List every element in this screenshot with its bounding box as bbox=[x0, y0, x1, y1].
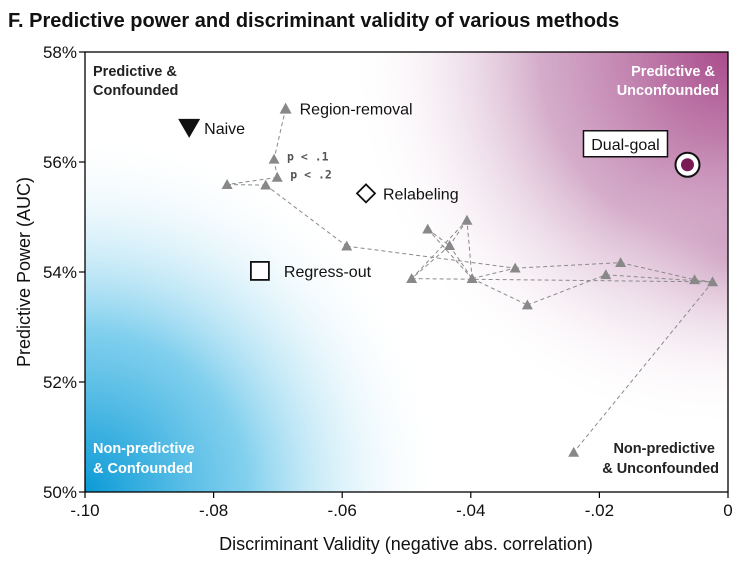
sweep-point-triangle bbox=[444, 240, 456, 250]
quadrant-label-top-left: Predictive & Confounded bbox=[93, 64, 181, 99]
sweep-dashed-line bbox=[449, 220, 468, 246]
sweep-dashed-line bbox=[346, 245, 516, 269]
sweep-dashed-line bbox=[466, 220, 473, 279]
sweep-point-triangle bbox=[406, 273, 418, 283]
y-tick-label: 58% bbox=[43, 43, 77, 62]
sweep-point-triangle bbox=[268, 153, 280, 164]
method-markers: Naive Region-removal Relabeling Regress-out… bbox=[178, 102, 701, 281]
plot-background bbox=[85, 52, 728, 492]
x-axis-label: Discriminant Validity (negative abs. cor… bbox=[219, 534, 593, 554]
region-removal-marker bbox=[279, 102, 292, 114]
sweep-point-triangle bbox=[422, 223, 434, 234]
relabeling-marker bbox=[355, 183, 377, 204]
naive-marker bbox=[178, 118, 201, 138]
sweep-point-triangle bbox=[221, 179, 233, 189]
sweep-point-triangle bbox=[466, 273, 478, 283]
x-tick-label: -.06 bbox=[328, 501, 357, 520]
sweep-dashed-line bbox=[605, 274, 713, 283]
sweep-point-triangle bbox=[509, 262, 521, 273]
y-tick-label: 56% bbox=[43, 153, 77, 172]
sweep-dashed-line bbox=[471, 267, 516, 280]
dual-goal-marker bbox=[680, 158, 694, 172]
dual-goal-label-box bbox=[582, 130, 669, 158]
x-tick-label: 0 bbox=[723, 501, 732, 520]
sweep-dashed-line bbox=[573, 281, 713, 453]
y-tick-label: 52% bbox=[43, 373, 77, 392]
chart-title: F. Predictive power and discriminant val… bbox=[8, 10, 619, 32]
x-tick-label: -.02 bbox=[585, 501, 614, 520]
sweep-point-triangle bbox=[707, 276, 719, 287]
sweep-point-triangle bbox=[615, 257, 627, 268]
quadrant-label-bottom-right: Non-predictive & Unconfounded bbox=[602, 441, 719, 477]
sweep-dashed-line bbox=[227, 176, 278, 186]
threshold-annotation: p < .1 bbox=[287, 149, 329, 163]
sweep-dashed-line bbox=[620, 262, 695, 281]
x-tick-label: -.10 bbox=[70, 501, 99, 520]
sweep-point-triangle bbox=[600, 269, 612, 280]
sweep-point-triangle bbox=[461, 214, 473, 225]
sweep-point-triangle bbox=[689, 274, 701, 285]
method-label: Relabeling bbox=[383, 186, 459, 203]
y-axis-label: Predictive Power (AUC) bbox=[14, 177, 34, 367]
y-tick-label: 54% bbox=[43, 263, 77, 282]
regress-out-marker bbox=[249, 260, 270, 281]
sweep-lines bbox=[227, 108, 713, 453]
threshold-annotations: p < .1 p < .2 bbox=[287, 149, 332, 181]
sweep-dashed-line bbox=[265, 184, 348, 247]
sweep-dashed-line bbox=[527, 274, 607, 306]
sweep-dashed-line bbox=[515, 262, 621, 269]
method-label: Regress-out bbox=[284, 264, 372, 281]
x-tick-label: -.04 bbox=[456, 501, 485, 520]
method-label: Naive bbox=[204, 121, 245, 138]
quadrant-label-top-right: Predictive & Unconfounded bbox=[617, 64, 719, 99]
method-label: Region-removal bbox=[300, 102, 413, 119]
threshold-annotation: p < .2 bbox=[290, 167, 332, 181]
sweep-point-triangle bbox=[260, 179, 272, 190]
y-tick-label: 50% bbox=[43, 483, 77, 502]
x-tick-label: -.08 bbox=[199, 501, 228, 520]
sweep-dashed-line bbox=[471, 278, 528, 306]
y-axis-ticks: 50% 52% 54% 56% 58% bbox=[43, 43, 85, 502]
sweep-dashed-line bbox=[411, 245, 450, 279]
x-axis-ticks: -.10 -.08 -.06 -.04 -.02 0 bbox=[70, 492, 733, 520]
sweep-point-triangle bbox=[568, 446, 580, 457]
sweep-dashed-line bbox=[411, 219, 468, 279]
method-label: Dual-goal bbox=[591, 137, 659, 154]
sweep-dashed-line bbox=[411, 278, 713, 283]
sweep-point-triangle bbox=[341, 240, 353, 251]
sweep-dashed-line bbox=[273, 108, 287, 160]
quadrant-labels: Predictive & Confounded Predictive & Unc… bbox=[93, 64, 719, 477]
sweep-point-triangle bbox=[271, 171, 283, 182]
sweep-point-triangle bbox=[521, 299, 533, 310]
quadrant-label-bottom-left: Non-predictive & Confounded bbox=[93, 441, 199, 477]
